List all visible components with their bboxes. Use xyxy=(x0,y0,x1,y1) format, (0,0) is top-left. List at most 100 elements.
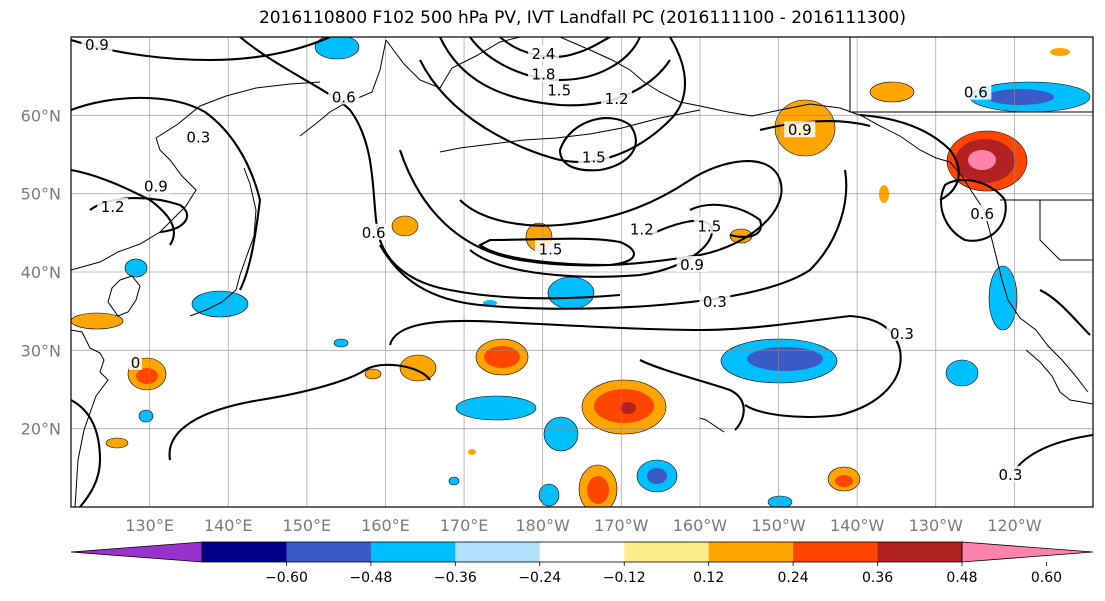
lon-tick-label: 170°E xyxy=(440,516,489,535)
coastlines xyxy=(71,37,1093,507)
contour-label: 1.8 xyxy=(532,66,556,84)
coast-sea-okhotsk xyxy=(155,81,321,139)
contour-label-bg xyxy=(182,128,214,145)
shade-blob xyxy=(333,338,349,348)
colorbar-segment xyxy=(539,542,625,562)
lon-tick-label: 170°W xyxy=(594,516,649,535)
contour-label: 1.2 xyxy=(605,90,629,108)
shade-blob xyxy=(138,409,154,423)
shade-blob xyxy=(484,346,520,368)
contour-1.2-mid xyxy=(469,219,713,278)
contour-labels: 0.92.41.81.5 1.20.60.31.50.91.20.61.51.2 1… xyxy=(81,37,1026,484)
lon-tick-label: 120°W xyxy=(987,516,1042,535)
colorbar: −0.60 −0.48 −0.36 −0.24 −0.12 0.12 0.24 0.36 0.4… xyxy=(70,541,1094,586)
colorbar-label: −0.24 xyxy=(518,570,561,586)
lon-tick-label: 140°W xyxy=(830,516,885,535)
contour-label: 0.6 xyxy=(970,205,994,223)
colorbar-segment xyxy=(708,542,794,562)
shade-blob xyxy=(543,416,579,452)
contour-label-bg xyxy=(699,292,731,309)
lon-tick-label: 180°W xyxy=(516,516,571,535)
colorbar-label: −0.36 xyxy=(434,570,477,586)
coast-na-west xyxy=(949,161,1089,393)
lat-tick-label: 20°N xyxy=(21,420,61,439)
colorbar-segment xyxy=(877,542,963,562)
contour-label: 0.9 xyxy=(144,178,168,196)
shade-blob xyxy=(620,402,636,414)
contour-label-bg xyxy=(601,89,633,106)
coast-japan xyxy=(189,167,257,317)
contour-label: 0 xyxy=(131,354,141,372)
contour-0.3-east-low xyxy=(1014,433,1093,471)
colorbar-segment xyxy=(793,542,879,562)
contour-label: 1.5 xyxy=(539,240,563,258)
contour-0-south xyxy=(639,359,745,431)
contour-1.5-east xyxy=(689,203,763,238)
contour-0.3-mid xyxy=(379,169,848,310)
contour-2.4 xyxy=(499,37,611,58)
coast-alaska-gulf xyxy=(751,103,951,163)
shade-blob xyxy=(124,258,148,278)
contour-label-bg xyxy=(578,148,610,165)
colorbar-label: 0.36 xyxy=(862,570,893,586)
map-frame xyxy=(70,36,1094,508)
contour-label-bg xyxy=(886,324,918,341)
contour-0.9-mid xyxy=(399,149,783,267)
contour-label-bg xyxy=(676,255,708,272)
ivt-contours xyxy=(71,37,1093,507)
colorbar-segment xyxy=(455,542,541,562)
shade-blob xyxy=(105,437,129,449)
lon-tick-label: 160°W xyxy=(673,516,728,535)
coast-canada-north xyxy=(849,37,1093,113)
coast-bering xyxy=(385,37,521,89)
shade-blob xyxy=(587,476,609,504)
contour-label-bg xyxy=(527,45,559,62)
contour-0.3-east-right xyxy=(1039,289,1091,336)
longitude-labels: 130°E 140°E 150°E 160°E 170°E 180°W 170°W 160°W… xyxy=(125,516,1041,535)
shade-blob xyxy=(767,495,793,507)
contour-label-bg xyxy=(128,353,142,370)
contour-1.5-top xyxy=(439,37,671,107)
colorbar-label: 0.48 xyxy=(946,570,977,586)
coast-alaska-west xyxy=(559,37,753,117)
colorbar-label: −0.60 xyxy=(265,570,308,586)
shade-blob xyxy=(835,475,853,487)
shade-blob xyxy=(391,215,419,237)
contour-label-bg xyxy=(994,465,1026,482)
shade-blob xyxy=(364,368,382,380)
contour-label-bg xyxy=(527,65,559,82)
colorbar-label: −0.12 xyxy=(603,570,646,586)
lon-tick-label: 140°E xyxy=(204,516,253,535)
shade-blob xyxy=(468,449,476,455)
shade-blob xyxy=(986,89,1054,105)
contour-label: 1.5 xyxy=(582,149,606,167)
contour-label-bg xyxy=(358,223,390,240)
contour-0.3-south-west xyxy=(388,314,902,418)
lat-tick-label: 60°N xyxy=(21,106,61,125)
colorbar-segment xyxy=(202,542,287,562)
shade-blob xyxy=(647,468,667,484)
colorbar-outline xyxy=(201,541,963,563)
shade-blob xyxy=(191,290,249,318)
shade-blob xyxy=(869,81,915,103)
contour-0.6-east xyxy=(859,113,960,201)
colorbar-extend-high xyxy=(961,541,1094,563)
contour-label-bg xyxy=(97,197,129,214)
contour-0.6-loop-east xyxy=(940,178,1007,242)
latitude-labels: 20°N 30°N 40°N 50°N 60°N xyxy=(21,106,61,438)
contour-label-bg xyxy=(966,205,998,222)
colorbar-label: 0.24 xyxy=(778,570,809,586)
contour-label-bg xyxy=(543,81,575,98)
contour-label: 0.3 xyxy=(999,466,1023,484)
contour-0.6-top xyxy=(239,37,621,300)
shade-blob xyxy=(448,476,460,486)
colorbar-label: −0.48 xyxy=(349,570,392,586)
coast-hawaii xyxy=(699,417,725,433)
shade-blob xyxy=(314,37,360,60)
colorbar-segment xyxy=(286,542,372,562)
contour-1.5-mid xyxy=(478,237,635,267)
lon-tick-label: 130°W xyxy=(909,516,964,535)
contour-label-bg xyxy=(535,240,567,257)
contour-label: 0.3 xyxy=(186,128,210,146)
